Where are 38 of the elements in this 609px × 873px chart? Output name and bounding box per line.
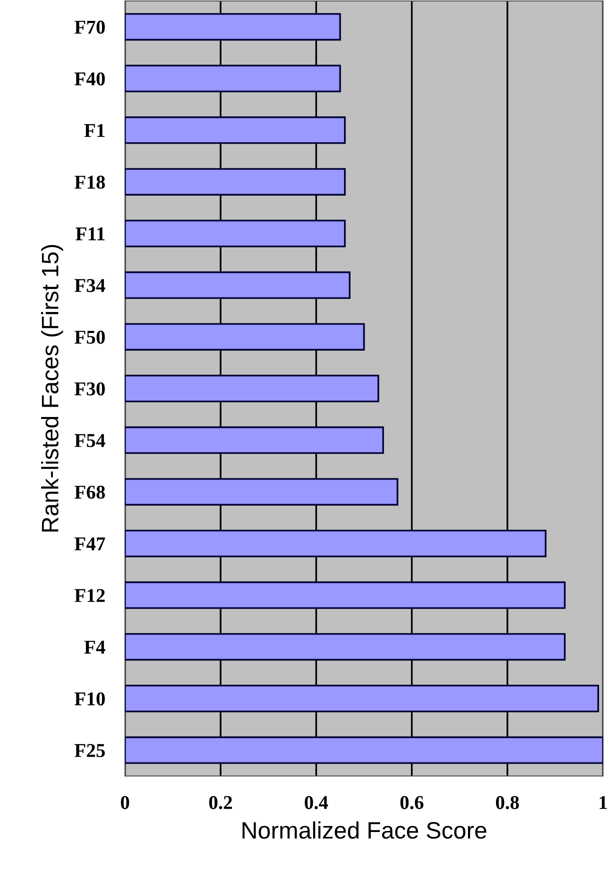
bar (125, 478, 398, 506)
y-tick-label: F54 (74, 434, 106, 448)
x-tick-label: 0.2 (209, 796, 232, 810)
bar (125, 426, 384, 454)
bar (125, 271, 350, 299)
x-tick-label: 0.8 (496, 796, 519, 810)
y-tick-label: F34 (74, 279, 106, 292)
bar (125, 684, 600, 712)
bar (125, 374, 380, 402)
y-tick-label: F4 (84, 640, 106, 654)
bar (125, 736, 603, 764)
bar (125, 116, 346, 144)
bar (125, 633, 566, 661)
y-tick-label: F1 (84, 124, 105, 137)
bar (125, 64, 341, 92)
x-tick-label: 0.4 (304, 796, 328, 810)
y-tick-label: F70 (74, 20, 105, 34)
y-tick-label: F30 (74, 382, 105, 396)
y-tick-label: F47 (74, 537, 106, 550)
bar (125, 530, 546, 558)
y-tick-label: F25 (74, 744, 105, 758)
x-tick-label: 0 (120, 796, 130, 810)
x-axis-title: Normalized Face Score (242, 821, 486, 839)
x-tick-label: 0.6 (400, 796, 424, 810)
y-tick-label: F10 (74, 692, 105, 706)
bar (125, 323, 365, 351)
bar (125, 581, 566, 609)
y-tick-label: F50 (74, 330, 105, 344)
bar (125, 220, 346, 248)
x-tick-label: 1 (600, 796, 607, 809)
y-axis-title: Rank-listed Faces (First 15) (41, 244, 64, 532)
y-tick-label: F40 (74, 72, 105, 86)
y-tick-label: F68 (74, 486, 105, 499)
bar (125, 13, 341, 41)
y-tick-label: F12 (74, 589, 105, 602)
y-tick-label: F18 (74, 176, 105, 189)
bar (125, 168, 346, 196)
y-tick-label: F11 (76, 227, 105, 240)
